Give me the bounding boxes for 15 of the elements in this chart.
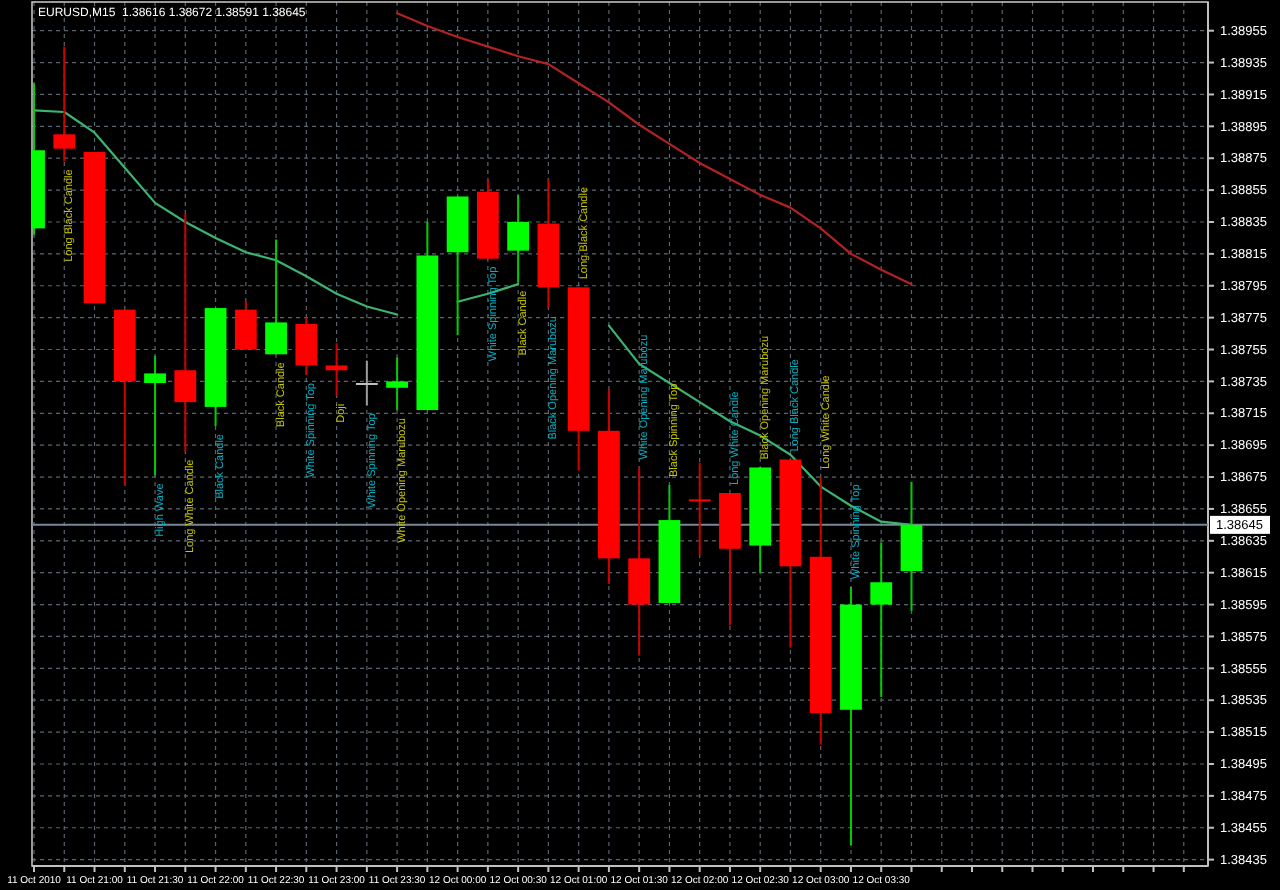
candlestick [325, 342, 348, 397]
candlestick [265, 238, 287, 356]
candlestick [507, 193, 530, 284]
candlestick [174, 213, 197, 453]
candlestick [628, 466, 651, 657]
candlestick [53, 45, 76, 163]
candlestick [386, 356, 408, 412]
candlestick [688, 461, 711, 557]
candlestick [234, 300, 257, 351]
candlestick [355, 359, 378, 407]
line-series [396, 12, 913, 286]
candlestick [900, 480, 923, 612]
candlestick [870, 541, 893, 699]
candlestick [144, 354, 166, 477]
candlestick [295, 316, 318, 377]
